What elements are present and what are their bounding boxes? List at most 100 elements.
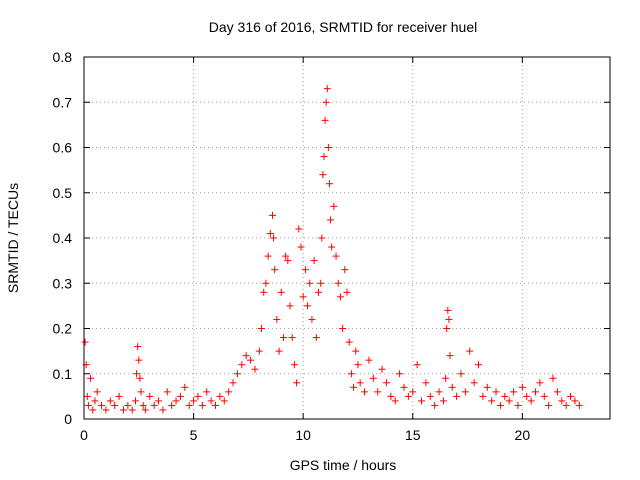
data-point xyxy=(89,406,97,414)
data-point xyxy=(203,388,211,396)
data-point xyxy=(91,397,99,405)
data-point xyxy=(155,397,163,405)
data-point xyxy=(216,392,224,400)
data-point xyxy=(435,388,443,396)
data-point xyxy=(260,288,268,296)
data-point xyxy=(141,406,149,414)
data-point xyxy=(567,392,575,400)
data-point xyxy=(325,180,333,188)
data-point xyxy=(286,302,294,310)
data-point xyxy=(293,379,301,387)
data-point xyxy=(527,397,535,405)
data-point xyxy=(317,279,325,287)
data-point xyxy=(288,334,296,342)
data-point xyxy=(163,388,171,396)
data-point xyxy=(492,388,500,396)
data-point xyxy=(330,202,338,210)
data-point xyxy=(453,392,461,400)
data-point xyxy=(284,257,292,265)
data-point xyxy=(102,406,110,414)
data-point xyxy=(312,334,320,342)
data-point xyxy=(271,266,279,274)
data-point xyxy=(391,397,399,405)
data-point xyxy=(445,315,453,323)
data-point xyxy=(133,370,141,378)
x-tick-label: 20 xyxy=(515,427,531,443)
data-point xyxy=(549,374,557,382)
grid-lines xyxy=(84,57,610,419)
data-point xyxy=(545,401,553,409)
data-point xyxy=(413,361,421,369)
data-point xyxy=(475,361,482,369)
data-point xyxy=(229,379,237,387)
data-point xyxy=(350,383,358,391)
data-point xyxy=(212,401,219,409)
data-point xyxy=(562,401,570,409)
data-point xyxy=(321,116,329,124)
data-point xyxy=(496,401,504,409)
data-point xyxy=(365,356,373,364)
data-point xyxy=(347,370,355,378)
data-point xyxy=(238,361,246,369)
data-point xyxy=(198,401,206,409)
data-point xyxy=(327,216,335,224)
data-point xyxy=(341,266,349,274)
data-point xyxy=(273,315,281,323)
data-point xyxy=(540,392,548,400)
data-point xyxy=(242,352,250,360)
data-point xyxy=(571,397,579,405)
y-axis-label: SRMTID / TECUs xyxy=(5,183,21,293)
data-point xyxy=(84,401,92,409)
data-point xyxy=(119,406,127,414)
data-point xyxy=(111,401,119,409)
data-point xyxy=(356,379,364,387)
data-point xyxy=(150,401,158,409)
data-point xyxy=(531,388,539,396)
data-point xyxy=(339,325,347,332)
data-point xyxy=(124,401,132,409)
data-point xyxy=(106,397,114,405)
data-point xyxy=(466,347,474,355)
data-point xyxy=(134,343,142,351)
data-point xyxy=(324,144,332,151)
data-point xyxy=(87,374,95,382)
data-point xyxy=(536,379,544,387)
y-tick-label: 0.3 xyxy=(53,275,73,291)
data-point xyxy=(258,325,266,332)
data-point xyxy=(553,388,561,396)
data-point xyxy=(190,397,198,405)
data-point xyxy=(247,356,255,364)
data-point xyxy=(418,397,426,405)
data-point xyxy=(400,383,408,391)
data-point xyxy=(83,392,91,400)
data-point xyxy=(352,347,360,355)
data-point xyxy=(558,397,566,405)
data-point xyxy=(225,388,233,396)
data-point xyxy=(501,392,509,400)
data-point xyxy=(93,388,101,396)
data-point xyxy=(323,85,331,93)
y-tick-label: 0.6 xyxy=(53,140,73,156)
data-point xyxy=(233,370,241,378)
data-point xyxy=(457,370,465,378)
y-tick-label: 0.5 xyxy=(53,185,73,201)
data-point xyxy=(443,325,451,332)
data-point xyxy=(518,383,526,391)
data-point xyxy=(442,374,450,382)
axis-ticks: 0 0.1 0.2 0.3 0.4 0.5 0.6 0.7 0.8 0 5 10 15 20 xyxy=(53,49,610,443)
data-point xyxy=(295,225,303,233)
data-point xyxy=(310,257,318,265)
data-point xyxy=(137,388,145,396)
data-point xyxy=(268,211,276,219)
data-point xyxy=(115,392,123,400)
data-point xyxy=(426,392,434,400)
data-point xyxy=(176,392,184,400)
data-point xyxy=(132,397,140,405)
data-point xyxy=(318,234,326,242)
data-point xyxy=(336,293,344,301)
data-point xyxy=(345,338,353,346)
data-points xyxy=(81,85,583,414)
data-point xyxy=(282,252,290,260)
data-point xyxy=(319,171,327,179)
